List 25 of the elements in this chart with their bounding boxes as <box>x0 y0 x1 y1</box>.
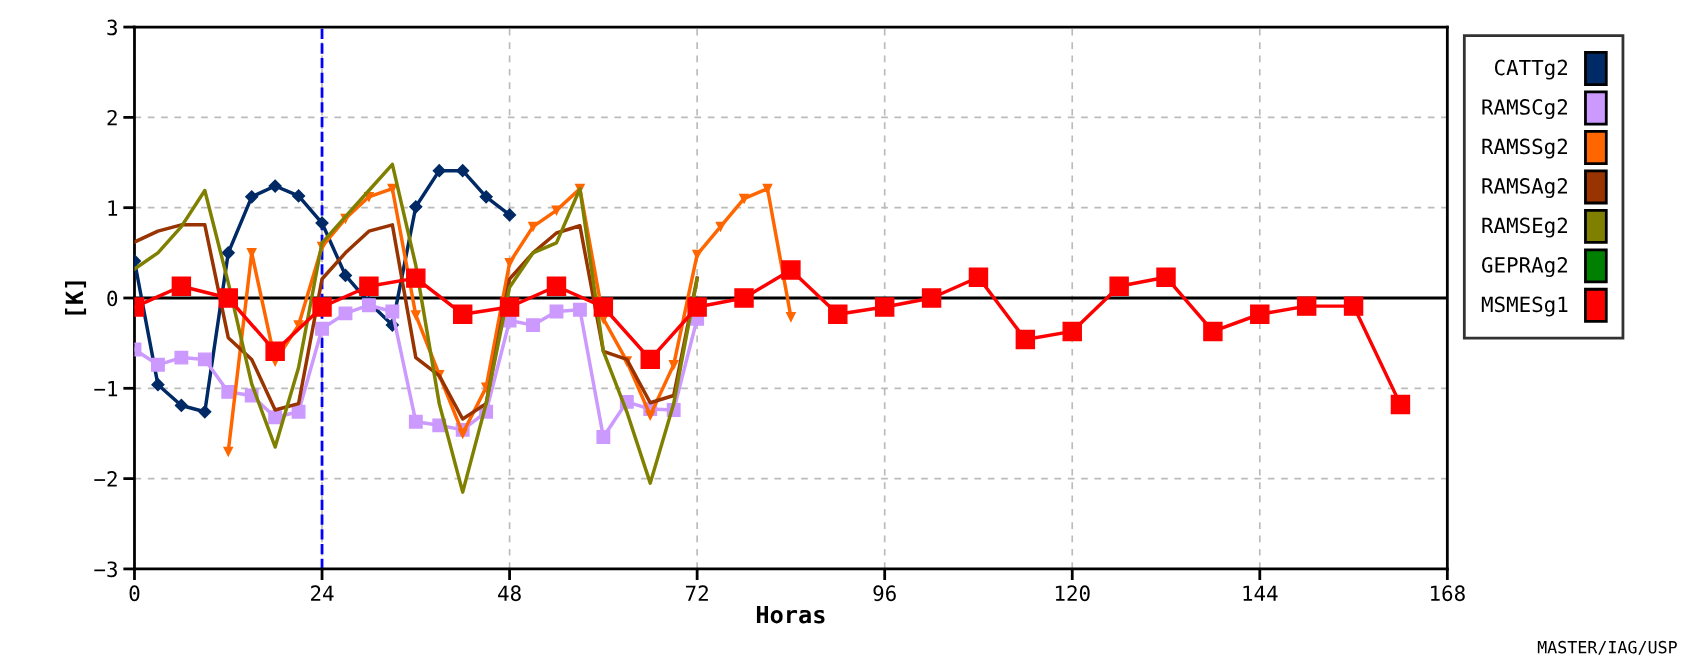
x-tick-label: 96 <box>873 585 896 602</box>
x-tick-label: 0 <box>129 585 140 602</box>
x-tick-label: 48 <box>498 585 521 602</box>
x-tick-label: 168 <box>1431 585 1465 602</box>
y-tick-label: 0 <box>107 290 118 307</box>
y-tick-label: 1 <box>108 200 118 216</box>
x-tick-label: 144 <box>1243 585 1278 601</box>
legend-label: RAMSEg2 <box>1482 217 1568 238</box>
y-tick-label: 3 <box>107 19 117 36</box>
y-tick-label: 2 <box>107 109 117 126</box>
legend-label: MSMESg1 <box>1481 296 1568 317</box>
x-tick-label: 120 <box>1055 585 1090 602</box>
x-axis-title: Horas <box>756 605 825 624</box>
legend-label: GEPRAg2 <box>1482 257 1568 277</box>
legend-label: RAMSAg2 <box>1482 178 1568 198</box>
x-tick-label: 72 <box>686 585 708 601</box>
legend-label: RAMSCg2 <box>1482 99 1568 120</box>
y-tick-label: −3 <box>94 561 117 578</box>
y-tick-label: −2 <box>94 471 117 487</box>
y-axis-title: [K] <box>65 281 87 315</box>
text: MASTER/IAG/USP <box>1537 640 1677 655</box>
y-tick-label: −1 <box>94 381 118 397</box>
legend-label: RAMSSg2 <box>1482 138 1568 159</box>
legend-label: CATTg2 <box>1494 59 1568 80</box>
x-tick-label: 24 <box>311 585 334 601</box>
